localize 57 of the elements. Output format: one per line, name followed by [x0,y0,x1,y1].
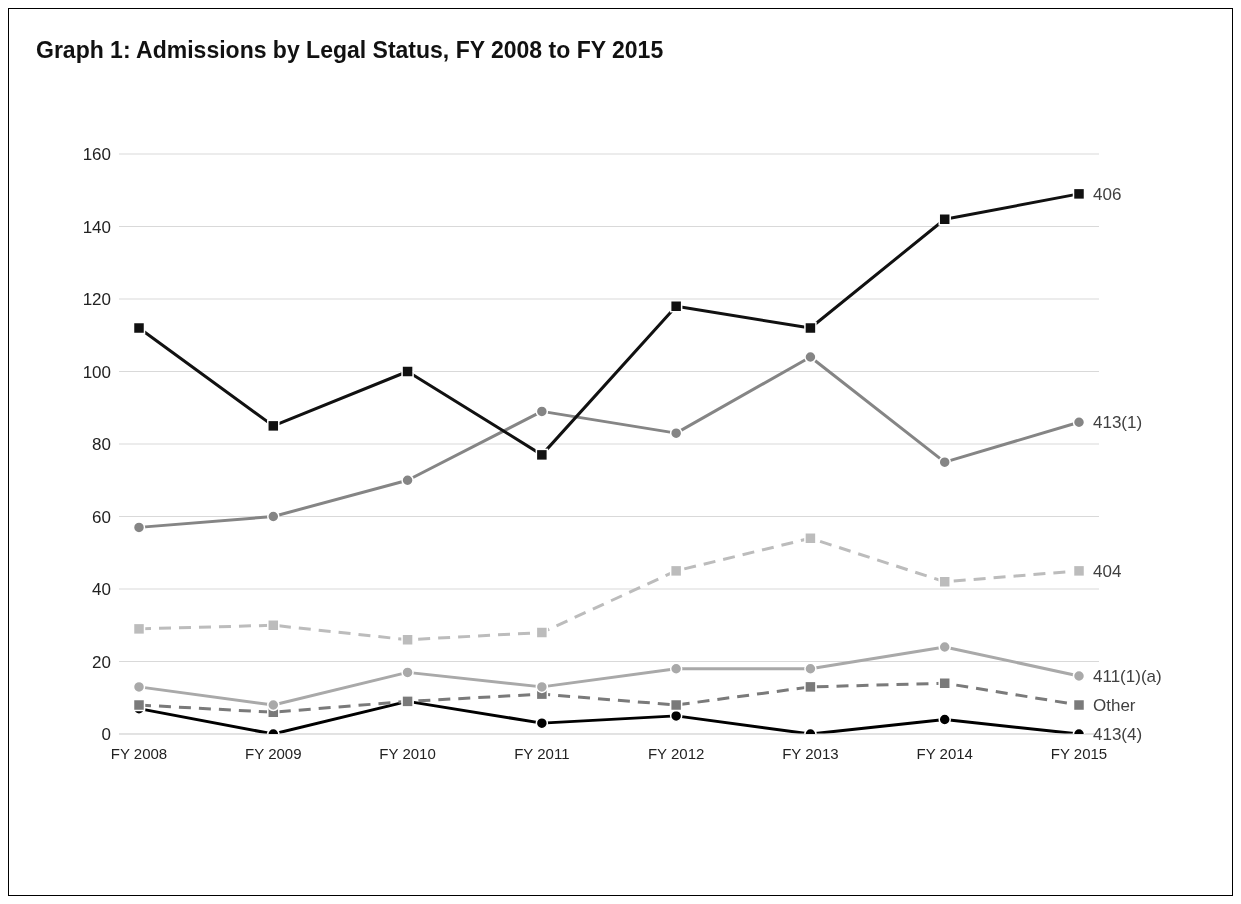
point [804,680,817,694]
y-tick-label: 100 [82,362,111,382]
y-tick-label: 80 [92,435,111,455]
point [669,564,683,578]
point [132,622,146,636]
y-tick-label: 0 [101,725,111,745]
point [401,666,414,679]
y-tick-label: 40 [92,580,111,600]
point [535,680,549,694]
x-tick-label: FY 2012 [647,744,705,762]
point [1072,698,1086,712]
point [267,510,280,523]
x-tick-label: FY 2015 [1050,744,1108,762]
chart-title: Graph 1: Admissions by Legal Status, FY 2008 to FY 2015 [36,37,664,64]
point [1072,564,1086,578]
point [669,709,683,723]
point [1072,187,1086,201]
series-label: 413(4) [1093,724,1143,744]
series-label: 406 [1093,184,1122,204]
point [1072,416,1086,429]
point [938,713,951,726]
point [535,405,549,418]
y-tick-label: 60 [92,507,111,527]
point [132,521,146,534]
point [535,448,549,462]
y-tick-label: 140 [82,217,111,237]
point [804,321,817,335]
x-tick-label: FY 2008 [110,744,168,762]
series-label: 411(1)(a) [1093,666,1162,686]
point [938,213,951,226]
point [669,698,683,712]
point [535,716,549,730]
y-tick-label: 160 [82,145,111,165]
point [132,698,146,712]
point [804,350,817,364]
point [669,662,683,675]
point [1072,669,1086,683]
point [132,321,146,335]
series-label: Other [1093,695,1136,715]
point [535,626,549,639]
x-tick-label: FY 2010 [379,744,436,762]
point [267,698,280,712]
point [669,426,683,440]
y-tick-label: 20 [92,652,111,672]
point [669,300,683,313]
x-tick-label: FY 2009 [245,744,302,762]
point [401,365,414,378]
series-label: 404 [1093,561,1122,581]
x-tick-label: FY 2013 [782,744,839,762]
point [132,680,146,694]
x-tick-label: FY 2014 [916,744,973,762]
y-tick-label: 120 [82,290,111,310]
point [938,455,951,469]
x-tick-label: FY 2011 [514,744,570,762]
point [938,640,951,654]
series-label: 413(1) [1093,413,1143,433]
point [267,419,280,433]
